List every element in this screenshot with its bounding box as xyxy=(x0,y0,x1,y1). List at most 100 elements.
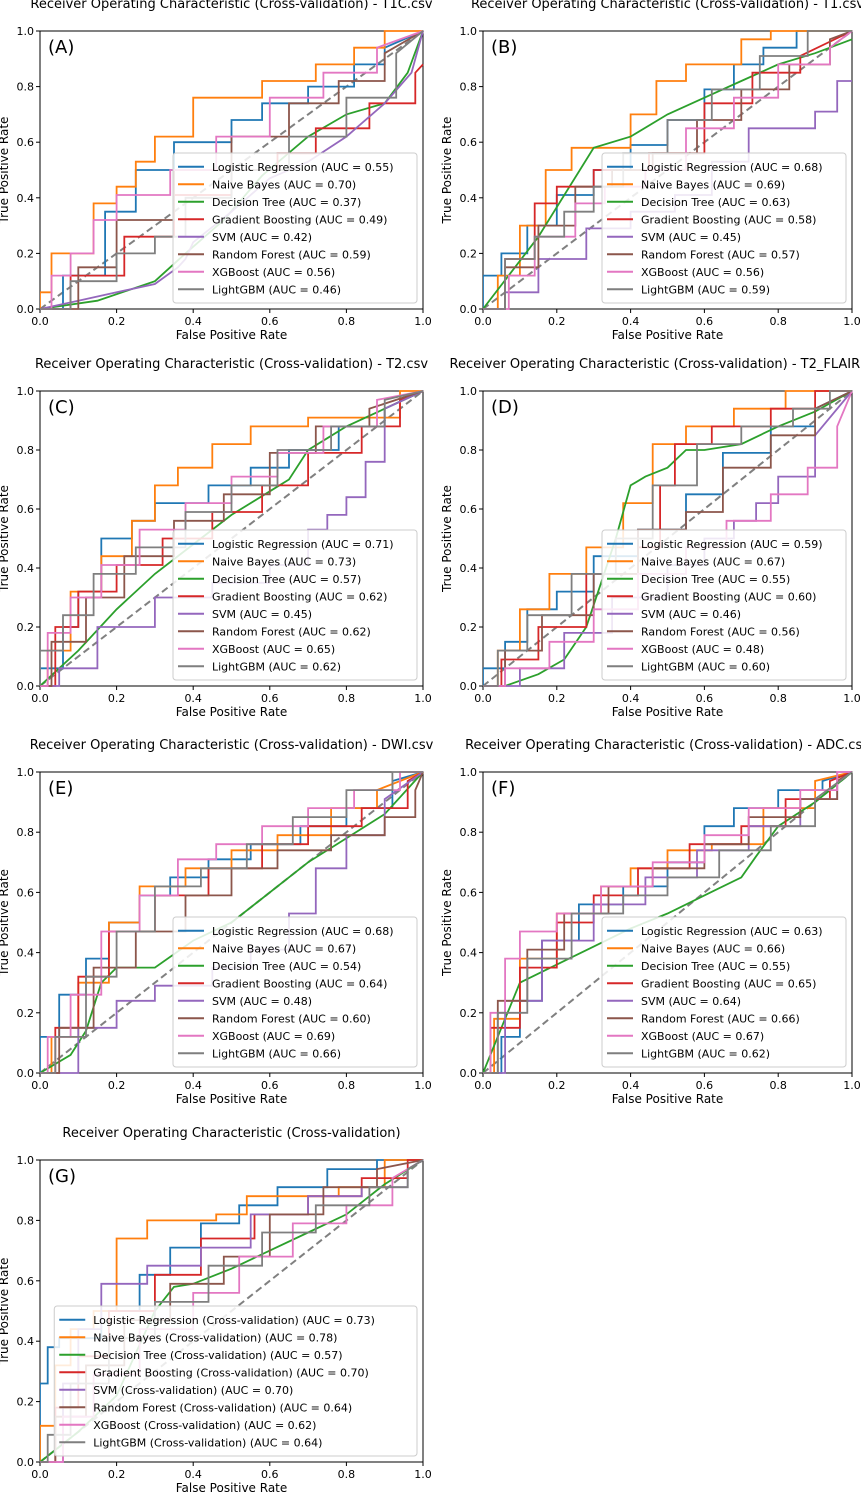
y-tick-label: 0.2 xyxy=(460,621,478,634)
axes-frame xyxy=(39,30,424,310)
x-axis-label: False Positive Rate xyxy=(176,328,288,342)
y-tick-label: 0.6 xyxy=(460,503,478,516)
roc-curve-gradient-boosting xyxy=(483,771,853,1074)
panel-label: (E) xyxy=(48,778,73,799)
x-tick-label: 0.0 xyxy=(474,315,492,328)
x-tick-label: 0.8 xyxy=(338,692,356,705)
chance-line xyxy=(482,771,853,1074)
legend: Logistic Regression (AUC = 0.55) Naive Ba… xyxy=(172,152,418,304)
legend-entry: Random Forest (AUC = 0.62) xyxy=(212,625,371,638)
legend-entry: Gradient Boosting (AUC = 0.58) xyxy=(641,213,816,226)
y-tick-label: 0.8 xyxy=(460,444,478,457)
x-tick-label: 0.8 xyxy=(338,1079,356,1092)
legend-entry: Naive Bayes (Cross-validation) (AUC = 0.… xyxy=(93,1331,337,1344)
y-tick-label: 0.0 xyxy=(17,1456,35,1469)
legend-entry: LightGBM (AUC = 0.62) xyxy=(212,660,341,673)
x-tick-label: 0.2 xyxy=(108,315,126,328)
legend-entry: Random Forest (AUC = 0.59) xyxy=(212,248,371,261)
x-tick-label: 0.4 xyxy=(184,692,202,705)
roc-panel-g: Receiver Operating Characteristic (Cross… xyxy=(0,1126,432,1495)
legend-entry: XGBoost (AUC = 0.69) xyxy=(212,1030,335,1043)
legend-entry: Gradient Boosting (Cross-validation) (AU… xyxy=(93,1366,369,1379)
panel-label: (F) xyxy=(491,778,515,799)
legend-entry: Decision Tree (AUC = 0.37) xyxy=(212,196,361,209)
legend-entry: Logistic Regression (AUC = 0.59) xyxy=(641,538,823,551)
legend-entry: Naive Bayes (AUC = 0.70) xyxy=(212,178,356,191)
y-tick-label: 0.0 xyxy=(460,303,478,316)
y-axis-label: True Positive Rate xyxy=(0,1258,11,1366)
x-tick-label: 0.6 xyxy=(261,315,279,328)
roc-panel-e: Receiver Operating Characteristic (Cross… xyxy=(0,738,434,1106)
y-tick-label: 0.8 xyxy=(17,1214,35,1227)
panel-title: Receiver Operating Characteristic (Cross… xyxy=(35,357,428,372)
roc-curve-naive-bayes xyxy=(483,390,852,687)
y-tick-label: 0.4 xyxy=(17,1335,35,1348)
x-tick-label: 0.8 xyxy=(338,1468,356,1481)
legend-box xyxy=(601,916,847,1068)
roc-panel-f: Receiver Operating Characteristic (Cross… xyxy=(440,738,861,1106)
legend-entry: Naive Bayes (AUC = 0.67) xyxy=(641,555,785,568)
axes-frame xyxy=(39,390,424,687)
panel-label: (B) xyxy=(491,37,517,58)
y-tick-label: 0.0 xyxy=(460,1067,478,1080)
x-tick-label: 0.0 xyxy=(31,1079,49,1092)
legend-entry: Random Forest (AUC = 0.57) xyxy=(641,248,800,261)
legend-entry: Naive Bayes (AUC = 0.69) xyxy=(641,178,785,191)
legend-entry: Decision Tree (AUC = 0.54) xyxy=(212,960,361,973)
legend: Logistic Regression (AUC = 0.68) Naive Ba… xyxy=(601,152,847,304)
panel-title: Receiver Operating Characteristic (Cross… xyxy=(30,0,432,12)
legend-entry: Naive Bayes (AUC = 0.73) xyxy=(212,555,356,568)
x-tick-label: 1.0 xyxy=(414,1468,432,1481)
y-tick-label: 0.6 xyxy=(17,886,35,899)
x-tick-label: 0.8 xyxy=(338,315,356,328)
x-tick-label: 0.8 xyxy=(769,315,787,328)
x-tick-label: 0.6 xyxy=(261,1468,279,1481)
roc-panel-a: Receiver Operating Characteristic (Cross… xyxy=(0,0,433,342)
x-tick-label: 0.4 xyxy=(622,692,640,705)
x-tick-label: 1.0 xyxy=(843,315,861,328)
x-tick-label: 0.4 xyxy=(622,1079,640,1092)
y-tick-label: 0.4 xyxy=(17,562,35,575)
x-tick-label: 0.2 xyxy=(548,692,566,705)
y-tick-label: 1.0 xyxy=(17,1154,35,1167)
x-tick-label: 1.0 xyxy=(843,1079,861,1092)
legend-entry: Gradient Boosting (AUC = 0.62) xyxy=(212,590,387,603)
y-tick-label: 1.0 xyxy=(17,385,35,398)
legend: Logistic Regression (AUC = 0.68) Naive Ba… xyxy=(172,916,418,1068)
legend-entry: Decision Tree (AUC = 0.57) xyxy=(212,573,361,586)
x-tick-label: 0.2 xyxy=(548,1079,566,1092)
x-tick-label: 0.2 xyxy=(548,315,566,328)
panel-title: Receiver Operating Characteristic (Cross… xyxy=(471,0,861,12)
legend-entry: Random Forest (AUC = 0.60) xyxy=(212,1012,371,1025)
y-tick-label: 0.8 xyxy=(17,444,35,457)
y-tick-label: 0.2 xyxy=(17,1007,35,1020)
roc-curve-lightgbm xyxy=(483,771,853,1074)
legend-entry: Logistic Regression (AUC = 0.68) xyxy=(212,925,394,938)
legend-entry: Decision Tree (AUC = 0.63) xyxy=(641,196,790,209)
legend: Logistic Regression (AUC = 0.71) Naive Ba… xyxy=(172,529,418,681)
y-tick-label: 1.0 xyxy=(17,766,35,779)
roc-curve-gradient-boosting xyxy=(40,390,424,687)
legend-entry: SVM (AUC = 0.42) xyxy=(212,231,312,244)
panel-label: (D) xyxy=(491,397,519,418)
roc-curve-gradient-boosting xyxy=(40,771,424,1074)
roc-curve-gradient-boosting xyxy=(483,390,852,687)
y-tick-label: 0.2 xyxy=(17,247,35,260)
x-axis-label: False Positive Rate xyxy=(176,1481,288,1495)
legend: Logistic Regression (AUC = 0.59) Naive Ba… xyxy=(601,529,847,681)
y-axis-label: True Positive Rate xyxy=(440,869,454,977)
legend-entry: XGBoost (AUC = 0.48) xyxy=(641,643,764,656)
legend-entry: SVM (AUC = 0.45) xyxy=(641,231,741,244)
y-axis-label: True Positive Rate xyxy=(440,485,454,593)
series-lines xyxy=(483,30,853,310)
roc-panel-b: Receiver Operating Characteristic (Cross… xyxy=(440,0,861,342)
legend-box xyxy=(172,529,418,681)
x-tick-label: 0.0 xyxy=(474,692,492,705)
y-tick-label: 1.0 xyxy=(17,25,35,38)
legend: Logistic Regression (AUC = 0.63) Naive Ba… xyxy=(601,916,847,1068)
series-lines xyxy=(483,771,853,1074)
x-tick-label: 1.0 xyxy=(843,692,861,705)
roc-curve-lightgbm xyxy=(40,771,423,1074)
x-tick-label: 0.6 xyxy=(696,315,714,328)
